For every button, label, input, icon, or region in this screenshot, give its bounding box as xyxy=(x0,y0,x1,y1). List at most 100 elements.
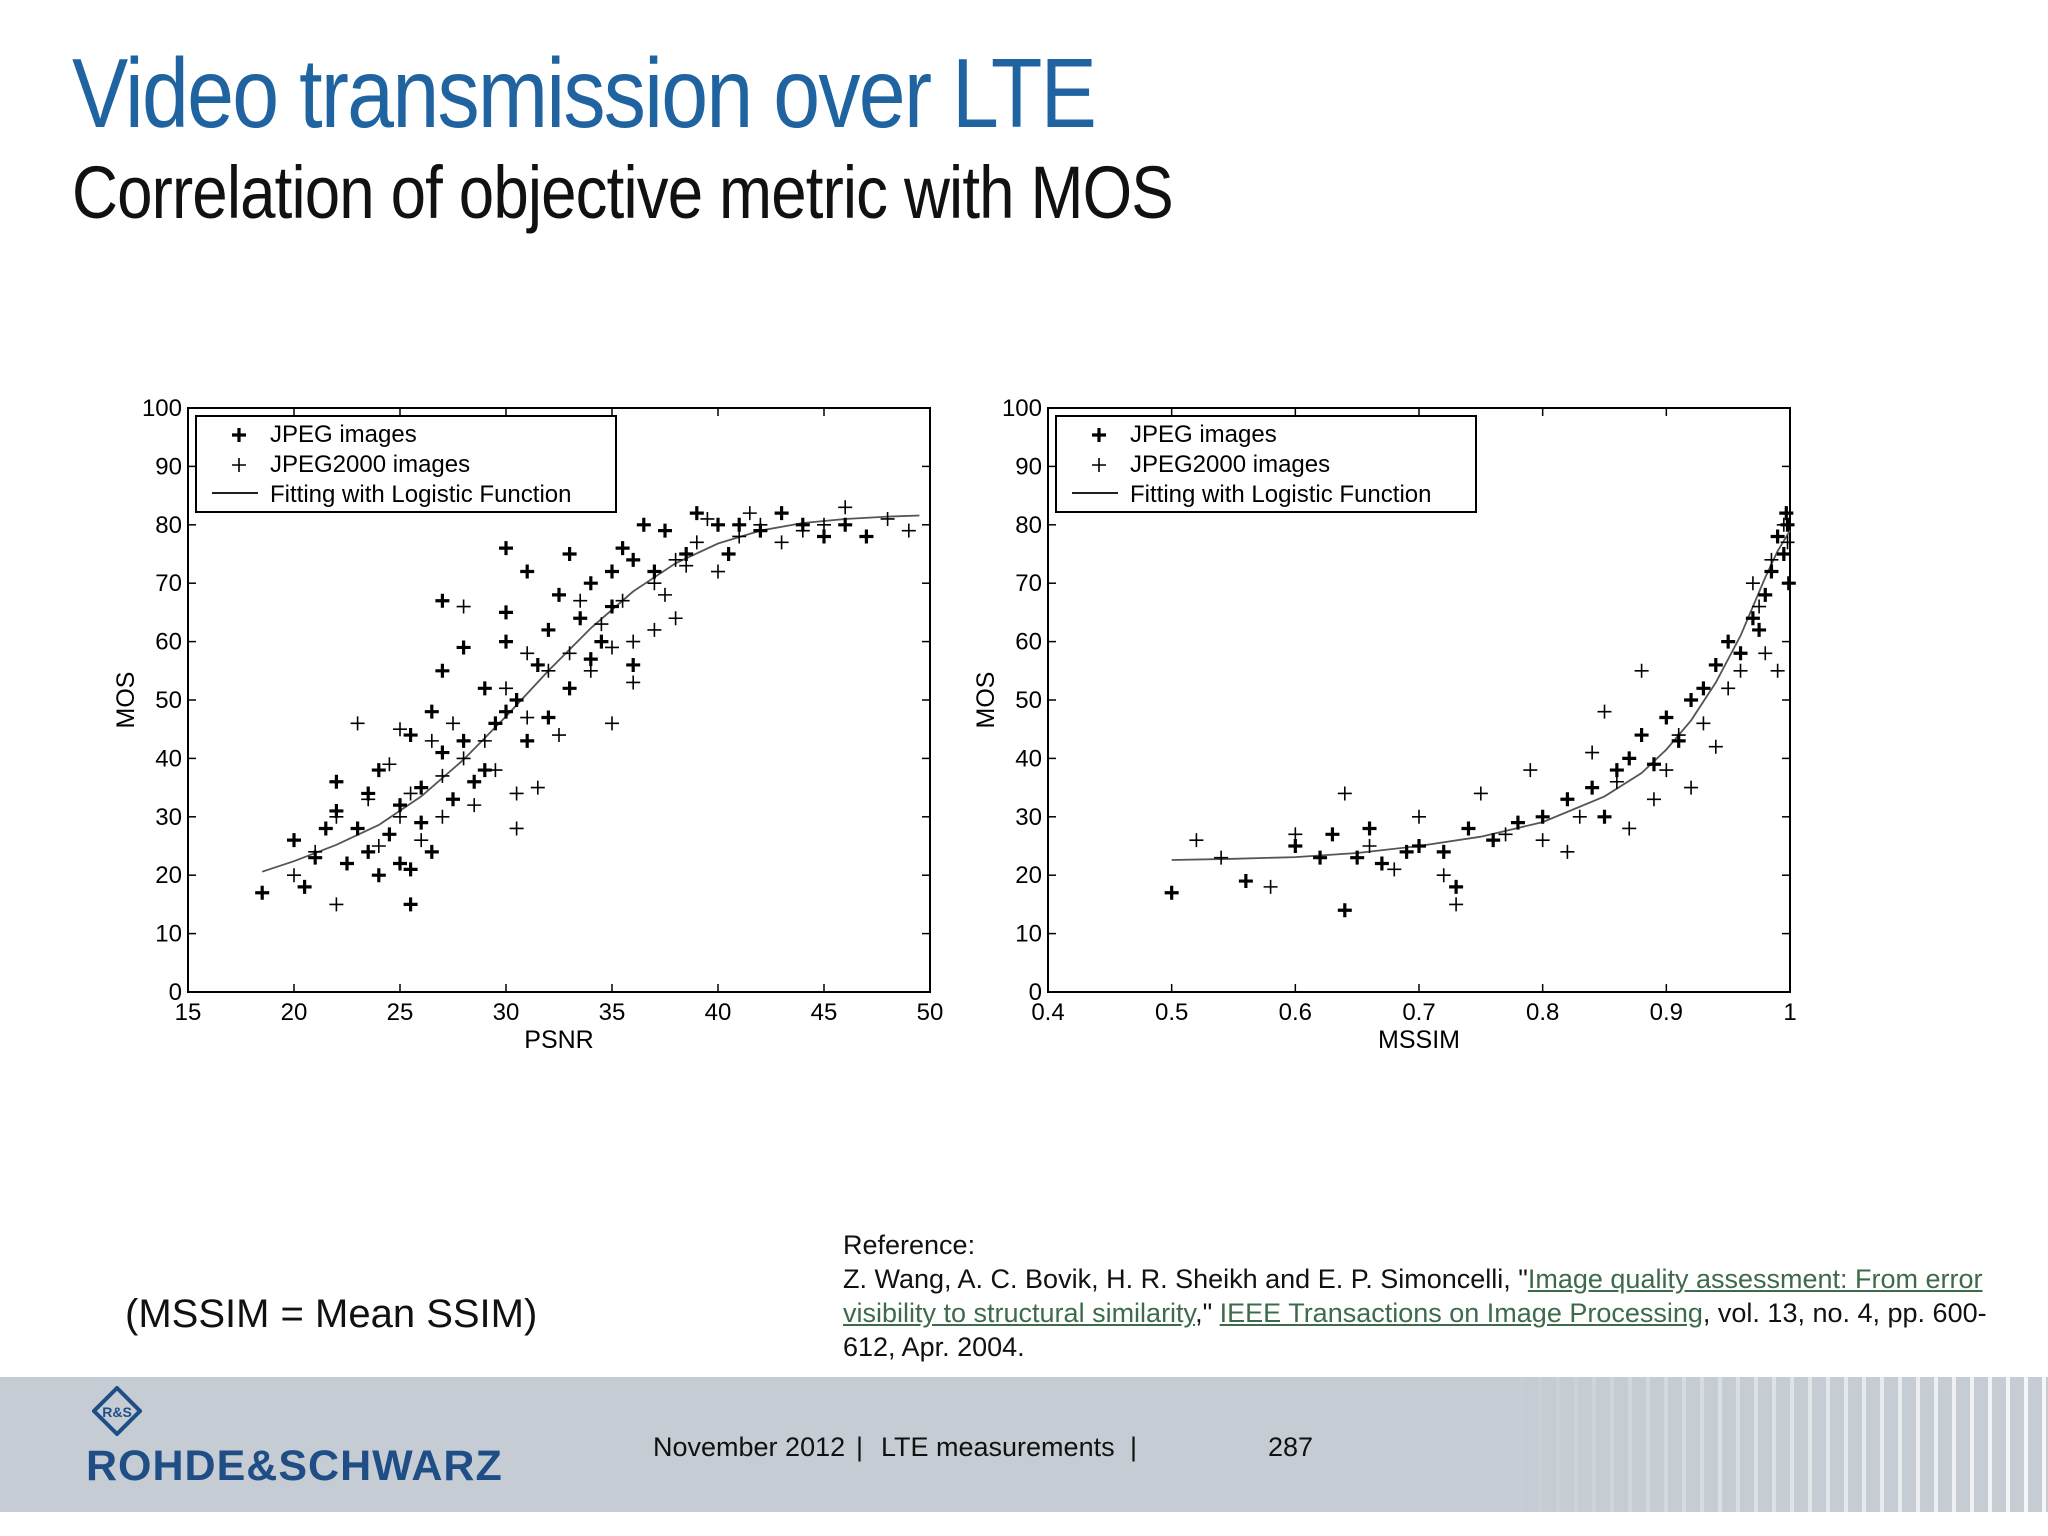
jpeg2000-point xyxy=(488,763,503,778)
jpeg-point xyxy=(340,856,354,871)
jpeg2000-point xyxy=(1758,646,1773,661)
jpeg2000-point xyxy=(499,681,513,696)
jpeg-point xyxy=(509,693,524,707)
jpeg2000-point xyxy=(1585,745,1600,760)
jpeg2000-point xyxy=(700,511,715,526)
y-tick-label: 30 xyxy=(155,804,182,831)
jpeg-point xyxy=(615,541,630,556)
jpeg2000-point xyxy=(742,506,757,521)
svg-text:R&S: R&S xyxy=(102,1404,132,1420)
x-tick-label: 40 xyxy=(705,999,732,1026)
jpeg-point xyxy=(1449,879,1464,894)
x-tick-label: 0.8 xyxy=(1526,999,1559,1026)
jpeg-point xyxy=(583,652,598,667)
jpeg2000-point xyxy=(456,751,471,766)
jpeg-point xyxy=(1634,728,1649,743)
jpeg-point xyxy=(1461,821,1476,836)
jpeg2000-point xyxy=(1752,599,1767,614)
legend-label: JPEG images xyxy=(270,421,417,448)
jpeg2000-point xyxy=(562,646,577,661)
legend-label: JPEG images xyxy=(1130,421,1277,448)
jpeg-point xyxy=(382,827,397,842)
jpeg2000-point xyxy=(795,523,810,538)
jpeg2000-point xyxy=(605,640,619,655)
jpeg2000-point xyxy=(1362,839,1377,853)
y-tick-label: 20 xyxy=(1015,862,1042,889)
jpeg-point xyxy=(530,657,545,672)
jpeg2000-point xyxy=(467,798,482,813)
jpeg2000-point xyxy=(647,622,662,637)
y-tick-label: 50 xyxy=(1015,687,1042,714)
jpeg2000-point xyxy=(679,558,694,573)
jpeg2000-point xyxy=(329,809,344,824)
jpeg2000-point xyxy=(552,728,566,743)
jpeg-point xyxy=(636,517,651,532)
jpeg-point xyxy=(371,868,386,883)
journal-link[interactable]: IEEE Transactions on Image Processing xyxy=(1219,1298,1703,1328)
jpeg-point xyxy=(1510,815,1525,830)
jpeg-point xyxy=(467,774,482,789)
jpeg-point xyxy=(541,710,556,725)
jpeg2000-point xyxy=(626,675,641,690)
y-tick-label: 40 xyxy=(155,745,182,772)
jpeg-point xyxy=(562,547,577,561)
jpeg-point xyxy=(679,547,694,561)
jpeg-point xyxy=(499,605,513,620)
jpeg2000-point xyxy=(1523,763,1538,778)
jpeg2000-point xyxy=(668,552,683,567)
jpeg2000-point xyxy=(1780,535,1795,550)
jpeg2000-point xyxy=(1764,552,1779,567)
jpeg2000-point xyxy=(732,529,747,544)
jpeg-point xyxy=(520,733,535,748)
jpeg-point xyxy=(446,792,460,807)
jpeg-point xyxy=(1733,646,1748,661)
reference-separator: ," xyxy=(1195,1298,1220,1328)
y-tick-label: 0 xyxy=(1029,979,1042,1006)
x-tick-label: 20 xyxy=(281,999,308,1026)
jpeg2000-point xyxy=(1436,868,1451,883)
jpeg-point xyxy=(1758,587,1773,602)
paper-title-link[interactable]: Image quality assessment: From error vis… xyxy=(843,1264,1983,1328)
jpeg-point xyxy=(287,833,301,848)
jpeg-point xyxy=(1770,529,1785,544)
jpeg2000-point xyxy=(1387,862,1402,877)
jpeg2000-point xyxy=(1646,792,1661,807)
jpeg-point xyxy=(711,517,725,532)
jpeg-point xyxy=(626,657,641,672)
jpeg-point xyxy=(1779,506,1794,521)
legend-label: Fitting with Logistic Function xyxy=(1130,481,1431,508)
reference-citation: Z. Wang, A. C. Bovik, H. R. Sheikh and E… xyxy=(843,1262,2023,1364)
jpeg-point xyxy=(594,634,609,649)
jpeg-point xyxy=(456,640,471,655)
jpeg2000-point xyxy=(393,809,407,824)
jpeg2000-point xyxy=(1412,809,1426,824)
jpeg-point xyxy=(626,552,641,567)
jpeg-point xyxy=(361,844,376,859)
jpeg2000-point xyxy=(509,786,524,801)
jpeg-point xyxy=(414,815,429,830)
jpeg-point xyxy=(1696,681,1711,696)
jpeg-point xyxy=(499,541,513,556)
jpeg-point xyxy=(1609,763,1624,778)
jpeg2000-point xyxy=(1498,827,1513,842)
jpeg2000-point xyxy=(308,844,323,859)
jpeg-point xyxy=(1560,792,1575,807)
legend-box xyxy=(195,415,617,513)
jpeg-point xyxy=(1764,564,1779,579)
jpeg2000-point xyxy=(1745,576,1760,591)
jpeg-point xyxy=(371,763,386,778)
jpeg-point xyxy=(1585,780,1600,795)
jpeg-point xyxy=(583,576,598,591)
jpeg-point xyxy=(1622,751,1637,766)
jpeg2000-point xyxy=(1659,763,1674,778)
x-tick-label: 0.9 xyxy=(1650,999,1683,1026)
y-tick-label: 80 xyxy=(155,512,182,539)
jpeg-point xyxy=(403,862,418,877)
jpeg-point xyxy=(1535,809,1550,824)
legend-box xyxy=(1055,415,1477,513)
jpeg-point xyxy=(1399,844,1414,859)
jpeg-point xyxy=(1374,856,1389,871)
jpeg2000-point xyxy=(403,786,418,801)
jpeg2000-point xyxy=(1622,821,1637,836)
jpeg-point xyxy=(817,529,831,544)
